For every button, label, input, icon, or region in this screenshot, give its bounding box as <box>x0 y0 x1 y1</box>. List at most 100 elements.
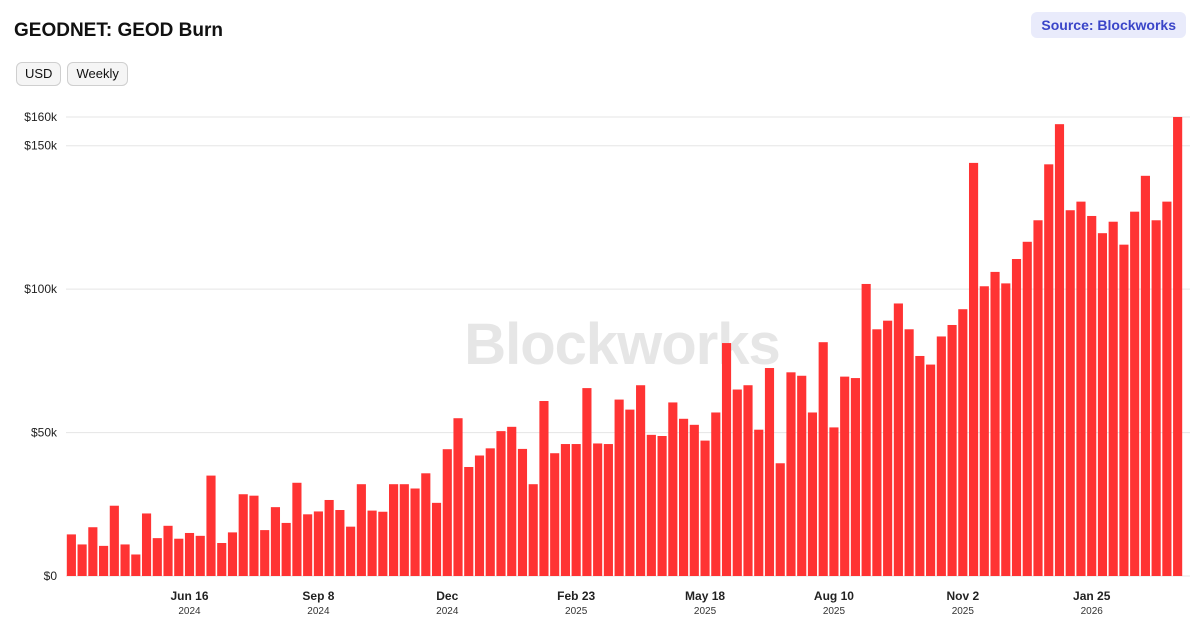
bar[interactable] <box>378 511 388 576</box>
bar[interactable] <box>313 511 323 576</box>
bar[interactable] <box>850 378 860 576</box>
bar[interactable] <box>700 440 710 576</box>
bar[interactable] <box>131 554 141 576</box>
bar[interactable] <box>528 484 538 576</box>
bar[interactable] <box>474 455 485 576</box>
bar[interactable] <box>861 283 871 576</box>
bar[interactable] <box>721 343 732 576</box>
bar[interactable] <box>141 513 152 576</box>
bar[interactable] <box>163 525 173 576</box>
bar[interactable] <box>485 448 495 576</box>
bar[interactable] <box>238 494 248 576</box>
bar[interactable] <box>421 473 431 576</box>
bar[interactable] <box>1108 221 1118 576</box>
bar[interactable] <box>560 444 570 576</box>
bar[interactable] <box>1065 210 1075 577</box>
bar[interactable] <box>711 412 721 576</box>
bar[interactable] <box>217 543 227 576</box>
bar[interactable] <box>646 434 656 576</box>
bar[interactable] <box>904 329 914 576</box>
bar[interactable] <box>152 538 162 576</box>
bar[interactable] <box>1087 215 1097 576</box>
bar[interactable] <box>571 444 581 576</box>
bar[interactable] <box>281 522 291 576</box>
bar[interactable] <box>292 482 302 576</box>
bar[interactable] <box>410 488 420 577</box>
bar[interactable] <box>1054 124 1065 577</box>
bar[interactable] <box>818 342 828 576</box>
bar[interactable] <box>367 510 377 576</box>
bar[interactable] <box>657 436 667 576</box>
bar[interactable] <box>593 443 603 576</box>
bar[interactable] <box>195 535 205 576</box>
bar[interactable] <box>797 375 807 576</box>
bar[interactable] <box>260 530 270 576</box>
bar[interactable] <box>431 502 442 576</box>
bar[interactable] <box>335 510 345 576</box>
bar[interactable] <box>807 412 818 576</box>
bar[interactable] <box>743 385 753 576</box>
bar[interactable] <box>517 448 528 576</box>
bar[interactable] <box>1140 175 1150 576</box>
bar[interactable] <box>915 355 925 576</box>
bar[interactable] <box>389 484 399 576</box>
bar[interactable] <box>883 320 893 576</box>
source-badge[interactable]: Source: Blockworks <box>1031 12 1186 38</box>
bar[interactable] <box>174 538 184 576</box>
bar[interactable] <box>732 389 742 576</box>
bar[interactable] <box>227 532 238 576</box>
bar[interactable] <box>464 466 474 576</box>
bar[interactable] <box>679 418 689 576</box>
bar[interactable] <box>206 475 216 576</box>
bar[interactable] <box>947 324 957 576</box>
bar[interactable] <box>249 495 259 576</box>
bar[interactable] <box>1011 259 1022 576</box>
bar[interactable] <box>1076 201 1086 576</box>
bar[interactable] <box>1162 201 1172 576</box>
bar[interactable] <box>775 463 785 576</box>
bar[interactable] <box>636 385 646 576</box>
bar[interactable] <box>77 544 87 576</box>
bar[interactable] <box>958 309 968 576</box>
bar[interactable] <box>496 431 506 576</box>
bar[interactable] <box>840 376 850 576</box>
bar[interactable] <box>303 514 313 576</box>
bar[interactable] <box>66 534 76 576</box>
bar[interactable] <box>1044 164 1054 576</box>
bar[interactable] <box>936 336 946 576</box>
bar[interactable] <box>786 372 796 576</box>
bar[interactable] <box>614 399 624 576</box>
bar[interactable] <box>550 453 560 576</box>
bar[interactable] <box>507 426 517 576</box>
bar[interactable] <box>990 271 1000 576</box>
bar[interactable] <box>1022 241 1032 577</box>
bar[interactable] <box>625 409 635 576</box>
bar[interactable] <box>1173 117 1183 576</box>
bar[interactable] <box>99 545 109 576</box>
bar[interactable] <box>603 444 613 576</box>
interval-toggle-button[interactable]: Weekly <box>67 62 128 86</box>
bar[interactable] <box>872 329 882 576</box>
bar[interactable] <box>968 162 979 576</box>
bar[interactable] <box>346 526 356 576</box>
bar[interactable] <box>979 286 989 576</box>
currency-toggle-button[interactable]: USD <box>16 62 62 86</box>
bar[interactable] <box>829 427 839 576</box>
bar[interactable] <box>324 499 334 576</box>
bar[interactable] <box>1119 244 1129 576</box>
bar[interactable] <box>1151 220 1161 576</box>
bar[interactable] <box>1033 220 1043 576</box>
bar[interactable] <box>1097 233 1108 576</box>
bar[interactable] <box>582 388 592 576</box>
bar[interactable] <box>453 418 463 576</box>
bar[interactable] <box>442 449 452 576</box>
bar[interactable] <box>1130 211 1140 577</box>
bar[interactable] <box>926 364 936 576</box>
bar[interactable] <box>109 505 119 576</box>
bar[interactable] <box>893 303 903 576</box>
bar[interactable] <box>120 544 130 576</box>
bar[interactable] <box>539 401 549 576</box>
bar[interactable] <box>764 368 775 576</box>
bar[interactable] <box>356 484 366 576</box>
bar[interactable] <box>754 429 764 576</box>
